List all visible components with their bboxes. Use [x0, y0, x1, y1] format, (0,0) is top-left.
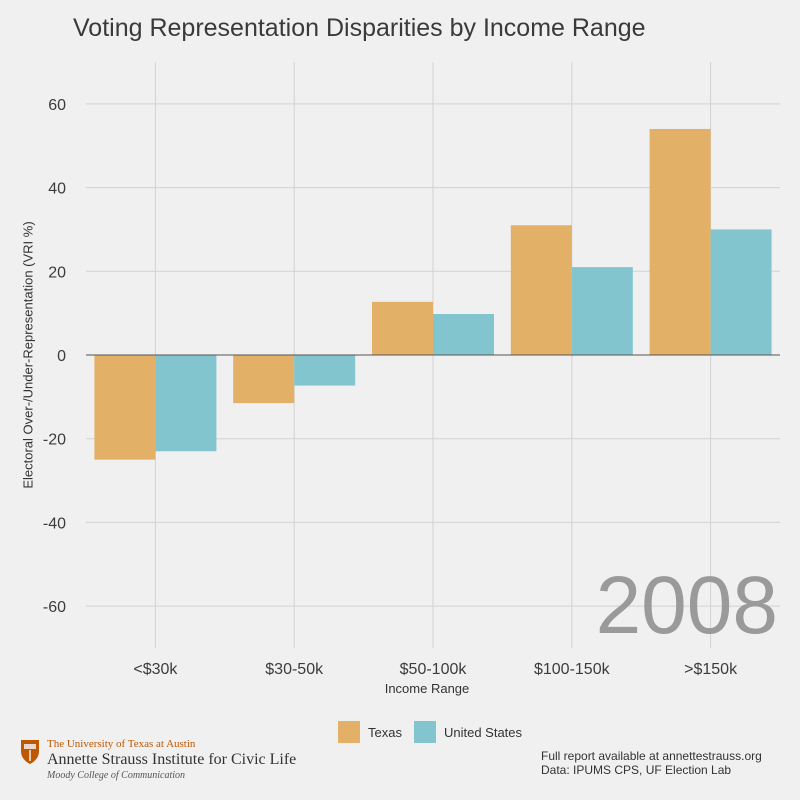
bar-united-states: [155, 355, 216, 451]
y-tick-label: -20: [43, 432, 66, 449]
legend-label-texas: Texas: [368, 725, 402, 740]
bar-texas: [650, 129, 711, 355]
institute-logo: The University of Texas at Austin Annett…: [20, 738, 296, 782]
chart-title: Voting Representation Disparities by Inc…: [73, 14, 646, 43]
legend-label-united-states: United States: [444, 725, 522, 740]
x-tick-label: <$30k: [133, 661, 178, 678]
legend-swatch-united-states: [414, 721, 436, 743]
university-name: The University of Texas at Austin: [47, 738, 296, 751]
bar-texas: [233, 355, 294, 403]
bar-united-states: [294, 355, 355, 386]
legend-item-texas: Texas: [338, 721, 402, 743]
bar-texas: [372, 302, 433, 355]
x-tick-label: $50-100k: [400, 661, 468, 678]
y-tick-label: -40: [43, 515, 66, 532]
bar-united-states: [711, 229, 772, 355]
year-annotation: 2008: [596, 565, 778, 647]
y-tick-label: 0: [57, 348, 66, 365]
report-link-text: Full report available at annettestrauss.…: [541, 749, 762, 763]
institute-name: Annette Strauss Institute for Civic Life: [47, 751, 296, 769]
x-tick-label: >$150k: [684, 661, 738, 678]
bar-texas: [94, 355, 155, 460]
x-axis-label: Income Range: [385, 681, 470, 696]
y-tick-label: 20: [48, 264, 66, 281]
y-tick-label: 40: [48, 181, 66, 198]
bar-united-states: [433, 314, 494, 355]
y-tick-label: -60: [43, 599, 66, 616]
x-tick-label: $100-150k: [534, 661, 611, 678]
legend-item-united-states: United States: [414, 721, 522, 743]
data-source-text: Data: IPUMS CPS, UF Election Lab: [541, 763, 762, 777]
ut-shield-icon: [20, 739, 40, 765]
bar-texas: [511, 225, 572, 355]
college-name: Moody College of Communication: [47, 769, 296, 782]
bar-united-states: [572, 267, 633, 355]
legend-swatch-texas: [338, 721, 360, 743]
y-axis-label: Electoral Over-/Under-Representation (VR…: [21, 221, 36, 488]
source-note: Full report available at annettestrauss.…: [541, 749, 762, 777]
legend: Texas United States: [338, 721, 534, 743]
x-tick-label: $30-50k: [265, 661, 324, 678]
y-tick-label: 60: [48, 97, 66, 114]
